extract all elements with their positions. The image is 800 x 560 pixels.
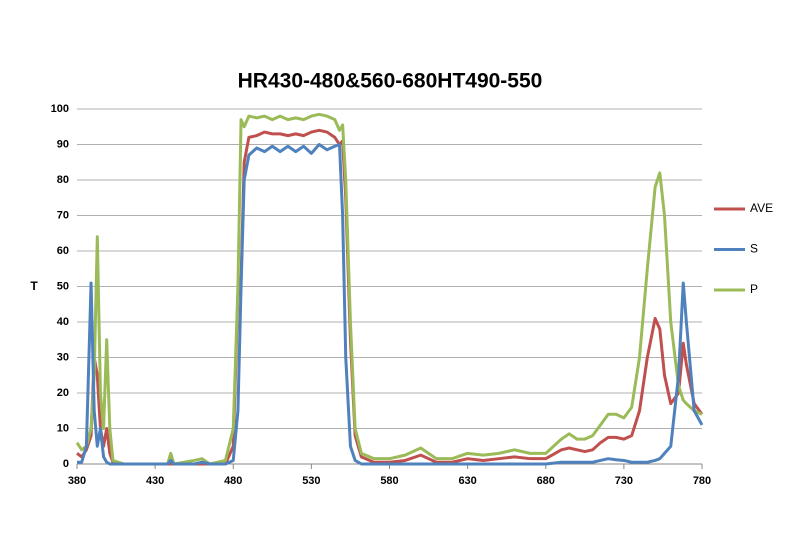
x-tick-label: 730 <box>615 475 633 487</box>
x-tick-label: 630 <box>458 475 476 487</box>
legend-label: S <box>750 242 758 256</box>
x-tick-label: 430 <box>146 475 164 487</box>
x-tick-label: 780 <box>693 475 711 487</box>
y-tick-label: 80 <box>57 174 69 186</box>
x-tick-label: 530 <box>302 475 320 487</box>
y-axis-label: T <box>30 279 38 293</box>
y-tick-label: 60 <box>57 245 69 257</box>
x-tick-label: 480 <box>224 475 242 487</box>
y-tick-label: 0 <box>63 458 69 470</box>
y-tick-label: 100 <box>51 103 69 115</box>
series-line <box>77 143 704 466</box>
y-tick-label: 20 <box>57 387 69 399</box>
y-tick-label: 50 <box>57 280 69 292</box>
y-tick-label: 10 <box>57 422 69 434</box>
chart-title: HR430-480&560-680HT490-550 <box>238 70 543 93</box>
y-tick-label: 70 <box>57 209 69 221</box>
x-tick-label: 580 <box>380 475 398 487</box>
x-tick-label: 680 <box>537 475 555 487</box>
y-tick-label: 40 <box>57 316 69 328</box>
legend-label: AVE <box>750 201 773 215</box>
x-tick-label: 380 <box>68 475 86 487</box>
y-tick-label: 30 <box>57 351 69 363</box>
y-tick-label: 90 <box>57 138 69 150</box>
legend-label: P <box>750 282 758 296</box>
